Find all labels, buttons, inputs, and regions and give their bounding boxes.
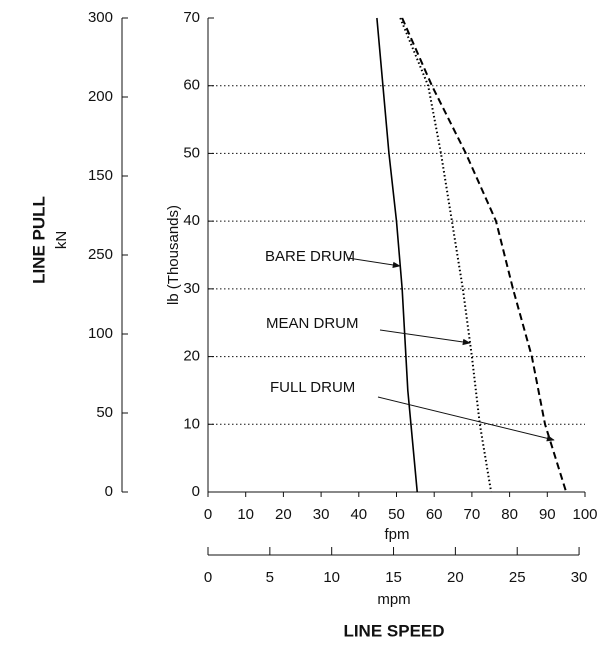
y-tick-label: 20 [183, 348, 200, 365]
y2-axis-label: kN [53, 231, 70, 249]
x-tick-label: 10 [237, 506, 254, 523]
y2-tick-label: 150 [88, 167, 113, 184]
y-tick-label: 60 [183, 77, 200, 94]
x-axis-label: fpm [384, 526, 409, 543]
series-label: FULL DRUM [270, 379, 355, 396]
y-tick-label: 0 [192, 483, 200, 500]
y-tick-label: 70 [183, 9, 200, 26]
series-line [399, 17, 493, 493]
x-tick-label: 40 [350, 506, 367, 523]
x2-tick-label: 0 [204, 569, 212, 586]
y2-tick-label: 50 [96, 404, 113, 421]
x2-tick-label: 25 [509, 569, 526, 586]
x-axis-title: LINE SPEED [343, 621, 444, 640]
annotation-arrow [377, 396, 555, 442]
y-axis-label: lb (Thousands) [165, 205, 182, 305]
x-tick-label: 20 [275, 506, 292, 523]
y2-tick-label: 300 [88, 9, 113, 26]
series-label: MEAN DRUM [266, 315, 359, 332]
y-tick-label: 30 [183, 280, 200, 297]
x-tick-label: 30 [313, 506, 330, 523]
x-tick-label: 90 [539, 506, 556, 523]
x-tick-label: 50 [388, 506, 405, 523]
x2-tick-label: 30 [571, 569, 588, 586]
annotation-arrow [379, 329, 471, 346]
x2-tick-label: 15 [385, 569, 402, 586]
y2-tick-label: 200 [88, 88, 113, 105]
series-line [401, 17, 568, 493]
series-line [376, 17, 419, 493]
x2-axis-label: mpm [377, 591, 410, 608]
y-tick-label: 40 [183, 212, 200, 229]
y2-tick-label: 0 [105, 483, 113, 500]
y2-tick-label: 100 [88, 325, 113, 342]
y-tick-label: 50 [183, 144, 200, 161]
annotation-arrow [347, 257, 401, 269]
x-tick-label: 100 [572, 506, 597, 523]
x2-tick-label: 5 [266, 569, 274, 586]
x-tick-label: 70 [464, 506, 481, 523]
y2-tick-label: 250 [88, 246, 113, 263]
x2-tick-label: 20 [447, 569, 464, 586]
series-label: BARE DRUM [265, 248, 355, 265]
x2-tick-label: 10 [323, 569, 340, 586]
y-tick-label: 10 [183, 415, 200, 432]
x-tick-label: 0 [204, 506, 212, 523]
x-tick-label: 80 [501, 506, 518, 523]
x-tick-label: 60 [426, 506, 443, 523]
y-axis-title: LINE PULL [29, 196, 48, 284]
